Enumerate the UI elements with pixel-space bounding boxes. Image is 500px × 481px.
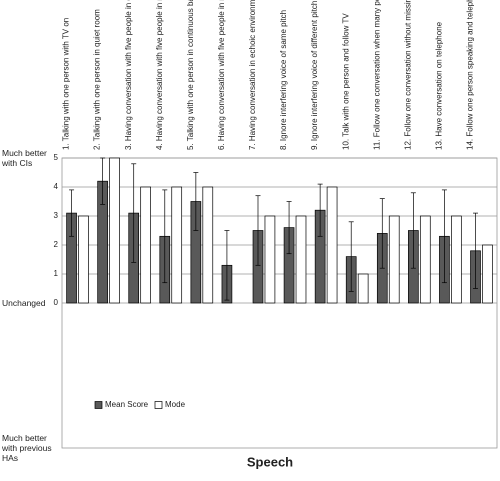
bar: [140, 186, 151, 304]
legend-label: Mean Score: [105, 400, 149, 409]
y-axis-label: Much better with CIs: [2, 148, 47, 168]
legend-swatch: [154, 401, 163, 409]
bar: [78, 215, 89, 304]
x-tick-label: 7. Having conversation in echoic environ…: [248, 0, 257, 150]
bar: [419, 215, 431, 304]
y-tick-label: 0: [54, 298, 59, 307]
x-tick-label: 3. Having conversation with five people …: [124, 0, 133, 150]
x-tick-label: 13. Have conversation on telephone: [435, 21, 444, 150]
x-tick-label: 11. Follow one conversation when many pe…: [372, 0, 381, 150]
x-tick-label: 1. Talking with one person with TV on: [62, 18, 71, 150]
bar: [326, 186, 338, 304]
legend-label: Mode: [165, 400, 186, 409]
x-tick-label: 14. Follow one person speaking and telep…: [466, 0, 475, 150]
x-tick-label: 2. Talking with one person in quiet room: [93, 9, 102, 150]
x-tick-label: 8. Ignore interfering voice of same pitc…: [279, 10, 288, 150]
y-tick-label: 3: [54, 211, 59, 220]
bar: [357, 273, 369, 304]
bar: [109, 157, 120, 304]
y-tick-label: 2: [54, 240, 59, 249]
y-tick-label: 1: [54, 269, 59, 278]
x-tick-label: 4. Having conversation with five people …: [155, 0, 164, 150]
bar: [482, 244, 493, 304]
legend-swatch: [94, 401, 103, 409]
chart-title: Speech: [247, 454, 293, 469]
x-tick-label: 9. Ignore interfering voice of different…: [310, 1, 319, 150]
bar: [264, 215, 276, 304]
bar: [451, 215, 462, 304]
bar: [388, 215, 400, 304]
y-axis-label: Much better with previous HAs: [2, 433, 52, 463]
bar: [171, 186, 183, 304]
y-tick-label: 4: [54, 182, 59, 191]
y-axis-label: Unchanged: [2, 298, 46, 308]
bar: [202, 186, 214, 304]
x-tick-label: 5. Talking with one person in continuous…: [186, 0, 195, 150]
x-tick-label: 6. Having conversation with five people …: [217, 0, 226, 150]
x-tick-label: 12. Follow one conversation without miss…: [403, 0, 412, 150]
bar: [295, 215, 307, 304]
y-tick-label: 5: [54, 153, 59, 162]
x-tick-label: 10. Talk with one person and follow TV: [341, 13, 350, 150]
